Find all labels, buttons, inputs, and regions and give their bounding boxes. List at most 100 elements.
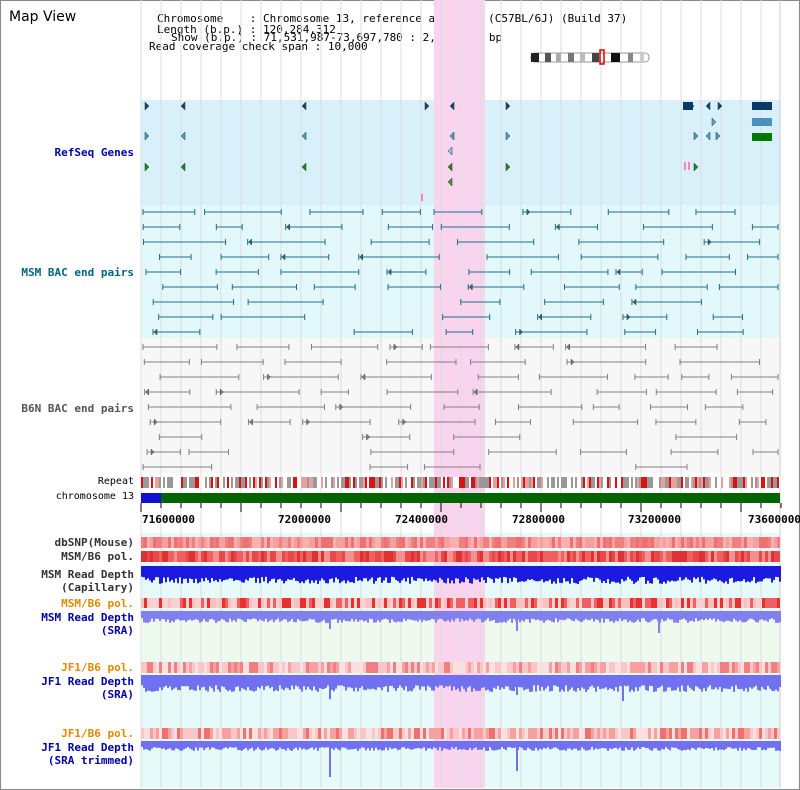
msm-pol-sra-cell (711, 598, 714, 608)
msm-pol-sra-cell (762, 598, 765, 608)
jf1-pol-cell (645, 662, 648, 673)
dbsnp-cell (486, 537, 489, 548)
jf1-pol-trim-cell (420, 728, 423, 739)
jf1-pol-trim-cell (228, 728, 231, 739)
jf1-pol-cell (165, 662, 168, 673)
msm-pol-cell (507, 551, 510, 562)
msm-depth-bar (769, 566, 771, 579)
repeat-segment (411, 477, 413, 488)
jf1-trim-depth-bar (521, 741, 523, 749)
msm-sra-depth-bar (741, 611, 743, 622)
jf1-trim-depth-bar (639, 741, 641, 750)
jf1-pol-trim-cell (747, 728, 750, 739)
jf1-pol-trim-cell (702, 728, 705, 739)
repeat-segment (203, 477, 205, 488)
jf1-depth-bar (365, 675, 367, 691)
msm-pol-cell (234, 551, 237, 562)
jf1-depth-bar (187, 675, 189, 687)
msm-sra-depth-bar (481, 611, 483, 623)
jf1-trim-depth-bar (499, 741, 501, 750)
msm-depth-bar (411, 566, 413, 577)
msm-pol-sra-cell (735, 598, 738, 608)
msm-sra-depth-bar (289, 611, 291, 622)
msm-pol-cell (447, 551, 450, 562)
msm-depth-bar (415, 566, 417, 581)
msm-pol-cell (504, 551, 507, 562)
msm-depth-bar (697, 566, 699, 578)
msm-depth-bar (281, 566, 283, 581)
jf1-pol-trim-cell (690, 728, 693, 739)
jf1-depth-bar (739, 675, 741, 690)
jf1-pol-cell (306, 662, 309, 673)
ideogram-band (592, 53, 599, 62)
repeat-segment (177, 477, 179, 488)
dbsnp-cell (321, 537, 324, 548)
msm-pol-cell (372, 551, 375, 562)
msm-pol-sra-cell (564, 598, 567, 608)
msm-pol-cell (564, 551, 567, 562)
jf1-pol-cell (309, 662, 312, 673)
msm-pol-cell (174, 551, 177, 562)
repeat-segment (627, 477, 629, 488)
repeat-segment (445, 477, 447, 488)
jf1-trim-depth-bar (645, 741, 647, 749)
msm-sra-depth-bar (745, 611, 747, 622)
jf1-pol-cell (345, 662, 348, 673)
jf1-pol-trim-cell (483, 728, 486, 739)
msm-pol-cell (444, 551, 447, 562)
msm-depth-bar (623, 566, 625, 582)
repeat-segment (317, 477, 319, 488)
msm-depth-bar (499, 566, 501, 578)
jf1-pol-cell (369, 662, 372, 673)
jf1-depth-bar (225, 675, 227, 690)
msm-pol-sra-cell (159, 598, 162, 608)
axis-tick-label: 72000000 (278, 513, 331, 526)
jf1-depth-bar (361, 675, 363, 687)
jf1-pol-trim-cell (411, 728, 414, 739)
msm-pol-cell (267, 551, 270, 562)
jf1-trim-depth-bar (543, 741, 545, 748)
msm-pol-sra-cell (462, 598, 465, 608)
jf1-pol-cell (210, 662, 213, 673)
repeat-segment (601, 477, 603, 488)
msm-sra-depth-bar (471, 611, 473, 620)
jf1-pol-trim-cell (360, 728, 363, 739)
jf1-depth-bar (627, 675, 629, 686)
jf1-depth-bar (521, 675, 523, 688)
msm-depth-bar (471, 566, 473, 584)
repeat-segment (145, 477, 147, 488)
msm-pol-sra-cell (585, 598, 588, 608)
jf1-trim-depth-bar (671, 741, 673, 748)
jf1-pol-trim-cell (201, 728, 204, 739)
msm-bac-pair-arrow-icon (616, 268, 621, 276)
msm-depth-bar (651, 566, 653, 584)
jf1-trim-depth-bar (485, 741, 487, 751)
msm-sra-depth-bar (571, 611, 573, 621)
jf1-pol-trim-cell (504, 728, 507, 739)
msm-pol-sra-cell (180, 598, 183, 608)
msm-depth-bar (283, 566, 285, 584)
jf1-pol-trim-cell (162, 728, 165, 739)
msm-pol-sra-cell (444, 598, 447, 608)
jf1-depth-bar (295, 675, 297, 686)
jf1-trim-depth-bar (273, 741, 275, 749)
msm-pol-sra-cell (318, 598, 321, 608)
msm-sra-depth-bar (263, 611, 265, 622)
jf1-pol-trim-cell (174, 728, 177, 739)
dbsnp-cell (261, 537, 264, 548)
msm-pol-cell (510, 551, 513, 562)
msm-pol-cell (315, 551, 318, 562)
jf1-trim-depth-bar (279, 741, 281, 748)
jf1-trim-depth-bar (539, 741, 541, 749)
msm-depth-bar (749, 566, 751, 583)
repeat-segment (157, 477, 159, 488)
jf1-depth-bar (391, 675, 393, 686)
msm-pol-sra-cell (327, 598, 330, 608)
msm-pol-cell (612, 551, 615, 562)
jf1-depth-bar (461, 675, 463, 687)
dbsnp-cell (402, 537, 405, 548)
msm-depth-bar (323, 566, 325, 581)
msm-sra-depth-bar (779, 611, 781, 623)
jf1-pol-cell (708, 662, 711, 673)
